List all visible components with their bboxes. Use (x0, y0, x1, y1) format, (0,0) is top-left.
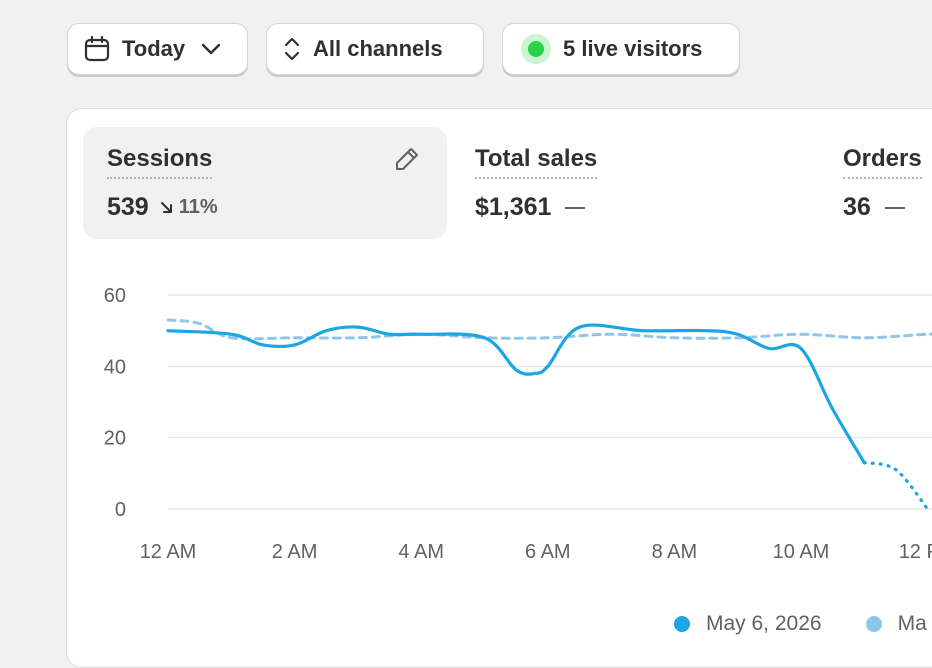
y-tick-label: 40 (104, 356, 126, 378)
x-tick-label: 6 AM (525, 541, 571, 563)
calendar-icon (84, 36, 110, 62)
legend-label: Ma (897, 612, 927, 635)
analytics-card: Sessions 539 11% Total sales $1,361 Orde… (66, 108, 932, 668)
y-tick-label: 20 (104, 428, 126, 450)
live-dot-icon (528, 41, 544, 57)
x-tick-label: 12 AM (140, 541, 197, 563)
sort-icon (283, 35, 301, 63)
legend-label: May 6, 2026 (706, 612, 822, 635)
series-line-current-partial (862, 461, 930, 511)
chart-legend: May 6, 2026 Ma (674, 612, 927, 636)
x-tick-label: 2 AM (272, 541, 318, 563)
metric-value: 539 (107, 193, 149, 221)
metric-tile-orders[interactable]: Orders 36 (819, 127, 932, 239)
series-line-comparison (166, 318, 932, 341)
x-tick-label: 8 AM (652, 541, 698, 563)
y-tick-label: 60 (104, 285, 126, 307)
legend-item[interactable]: May 6, 2026 (674, 612, 822, 636)
arrow-down-right-icon (160, 201, 172, 213)
no-change-dash (884, 206, 905, 209)
date-range-button[interactable]: Today (67, 23, 248, 75)
y-tick-label: 0 (115, 499, 126, 521)
channels-button[interactable]: All channels (266, 23, 484, 75)
x-tick-label: 12 PM (899, 541, 932, 563)
metric-value: $1,361 (475, 193, 552, 221)
chevron-down-icon (201, 42, 221, 56)
no-change-dash (565, 206, 586, 209)
live-visitors-button[interactable]: 5 live visitors (502, 23, 740, 75)
metric-tile-total-sales[interactable]: Total sales $1,361 (451, 127, 791, 239)
x-tick-label: 10 AM (773, 541, 830, 563)
metric-value: 36 (843, 193, 871, 221)
pencil-icon[interactable] (393, 145, 421, 178)
live-status-indicator (521, 34, 551, 64)
x-tick-label: 4 AM (398, 541, 444, 563)
metric-label[interactable]: Sessions (107, 145, 213, 179)
legend-swatch (865, 616, 882, 632)
metric-tile-sessions[interactable]: Sessions 539 11% (83, 127, 447, 239)
legend-swatch (674, 616, 690, 632)
metric-change-value: 11% (178, 196, 218, 218)
legend-item[interactable]: Ma (865, 612, 927, 636)
live-visitors-label: 5 live visitors (563, 36, 703, 61)
metric-change: 11% (159, 196, 218, 219)
date-range-label: Today (122, 36, 186, 61)
filter-toolbar: Today All channels 5 live visitors (67, 23, 740, 75)
metric-label[interactable]: Orders (843, 145, 922, 179)
series-line-current (166, 323, 866, 465)
metric-label[interactable]: Total sales (475, 145, 598, 179)
channels-label: All channels (313, 36, 443, 61)
sessions-line-chart: 0 20 40 60 12 AM 2 AM 4 AM 6 AM 8 AM 10 AM 12 PM (104, 285, 932, 563)
